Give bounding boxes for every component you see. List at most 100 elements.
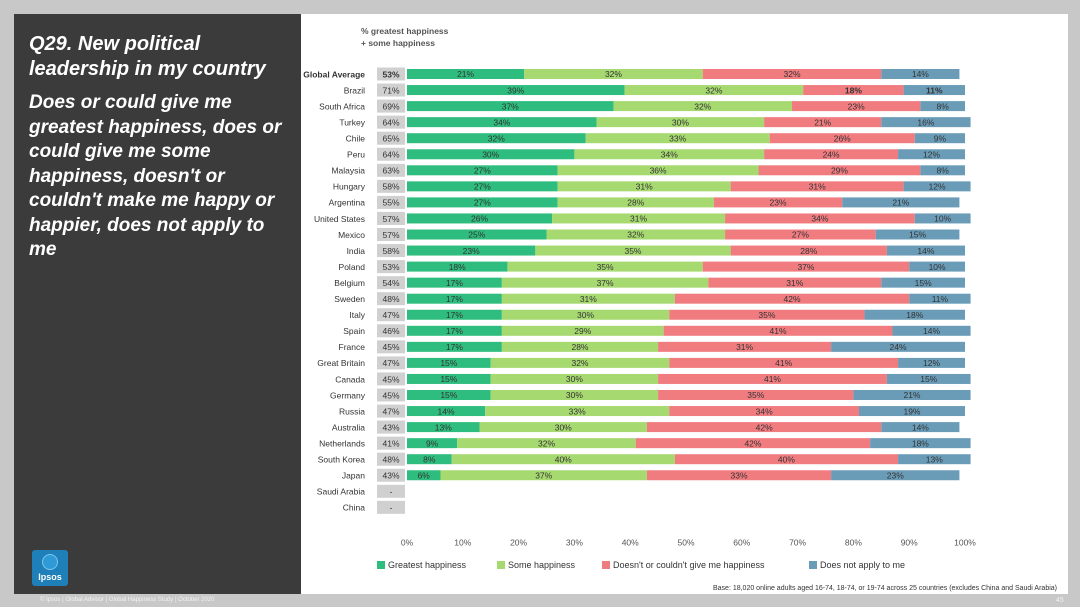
data-label: 23% <box>770 198 787 208</box>
total-value: 48% <box>382 294 399 304</box>
bar-segment-not-apply <box>909 261 965 272</box>
bar-segment-greatest <box>407 390 491 400</box>
x-tick-label: 10% <box>454 537 471 547</box>
bar-segment-not-apply <box>898 149 965 160</box>
data-label: 14% <box>912 69 929 79</box>
bar-segment-not-apply <box>842 197 960 208</box>
data-label: 15% <box>920 374 937 384</box>
bar-segment-some <box>596 117 765 128</box>
total-box <box>377 99 405 113</box>
legend-label-not-apply: Does not apply to me <box>820 560 906 570</box>
bar-segment-not-apply <box>881 117 971 128</box>
data-label: 27% <box>474 198 491 208</box>
data-label: 30% <box>672 117 689 127</box>
bar-segment-doesnt <box>792 101 921 112</box>
x-tick-label: 100% <box>954 537 976 547</box>
data-label: 41% <box>775 358 792 368</box>
data-label: 14% <box>438 406 455 416</box>
data-label: 17% <box>446 294 463 304</box>
row-label: Saudi Arabia <box>317 487 365 497</box>
bar-segment-greatest <box>407 277 502 288</box>
data-label: 14% <box>912 422 929 432</box>
row-label: South Africa <box>319 101 365 111</box>
total-value: 45% <box>382 374 399 384</box>
total-box <box>377 195 405 209</box>
bar-segment-doesnt <box>758 165 921 176</box>
data-label: 28% <box>627 198 644 208</box>
data-label: 32% <box>694 101 711 111</box>
data-label: 41% <box>770 326 787 336</box>
total-box <box>377 244 405 258</box>
ipsos-logo: Ipsos <box>32 550 68 586</box>
total-value: 71% <box>382 85 399 95</box>
data-label: 31% <box>786 278 803 288</box>
total-box <box>377 500 405 514</box>
data-label: 11% <box>932 294 949 304</box>
bar-segment-not-apply <box>920 101 965 112</box>
bar-segment-greatest <box>407 229 547 240</box>
bar-segment-some <box>585 133 770 144</box>
bar-segment-not-apply <box>858 406 965 417</box>
x-tick-label: 0% <box>401 537 414 547</box>
data-label: 33% <box>731 470 748 480</box>
total-value: 63% <box>382 166 399 176</box>
bar-segment-some <box>451 454 675 465</box>
bar-segment-greatest <box>407 454 452 465</box>
bar-segment-some <box>557 181 731 192</box>
data-label: 31% <box>809 182 826 192</box>
total-box <box>377 292 405 306</box>
bar-segment-doesnt <box>725 213 915 224</box>
legend-label-some: Some happiness <box>508 560 576 570</box>
data-label: 12% <box>923 149 940 159</box>
data-label: 32% <box>705 85 722 95</box>
row-label: Argentina <box>329 198 366 208</box>
data-label: 30% <box>566 374 583 384</box>
bar-segment-doesnt <box>669 309 865 320</box>
bar-segment-doesnt <box>674 293 910 304</box>
x-tick-label: 50% <box>677 537 694 547</box>
total-value: 57% <box>382 214 399 224</box>
bar-segment-some <box>507 261 703 272</box>
bar-segment-doesnt <box>702 261 910 272</box>
data-label: 9% <box>934 133 947 143</box>
row-label: Italy <box>349 310 365 320</box>
data-label: 32% <box>488 133 505 143</box>
bar-segment-some <box>501 341 659 352</box>
data-label: 17% <box>446 342 463 352</box>
total-box <box>377 228 405 241</box>
data-label: 32% <box>538 438 555 448</box>
question-panel: Q29. New political leadership in my coun… <box>14 14 301 594</box>
total-box <box>377 115 405 129</box>
bar-segment-not-apply <box>881 69 960 79</box>
data-label: 34% <box>811 214 828 224</box>
bar-segment-some <box>552 213 726 224</box>
bar-segment-doesnt <box>803 85 904 96</box>
x-tick-label: 20% <box>510 537 527 547</box>
total-box <box>377 147 405 161</box>
total-value: - <box>390 503 393 513</box>
bar-segment-not-apply <box>898 357 965 368</box>
data-label: 18% <box>449 262 466 272</box>
data-label: 42% <box>756 422 773 432</box>
total-box <box>377 131 405 145</box>
total-value: 41% <box>382 438 399 448</box>
data-label: 12% <box>923 358 940 368</box>
row-label: Great Britain <box>317 358 365 368</box>
row-label: South Korea <box>318 455 366 465</box>
total-value: 46% <box>382 326 399 336</box>
bar-segment-doesnt <box>658 390 854 400</box>
bar-segment-some <box>574 149 765 160</box>
bar-segment-doesnt <box>674 454 899 465</box>
bar-segment-doesnt <box>646 470 832 481</box>
question-title: Q29. New political leadership in my coun… <box>29 33 266 80</box>
bar-segment-doesnt <box>646 422 882 433</box>
bar-segment-not-apply <box>903 85 965 96</box>
bar-segment-some <box>490 357 670 368</box>
data-label: 18% <box>912 438 929 448</box>
bar-segment-doesnt <box>658 341 832 352</box>
bar-segment-greatest <box>407 101 614 112</box>
total-value: 69% <box>382 101 399 111</box>
data-label: 35% <box>624 246 641 256</box>
bar-segment-some <box>490 390 659 400</box>
data-label: 17% <box>446 326 463 336</box>
